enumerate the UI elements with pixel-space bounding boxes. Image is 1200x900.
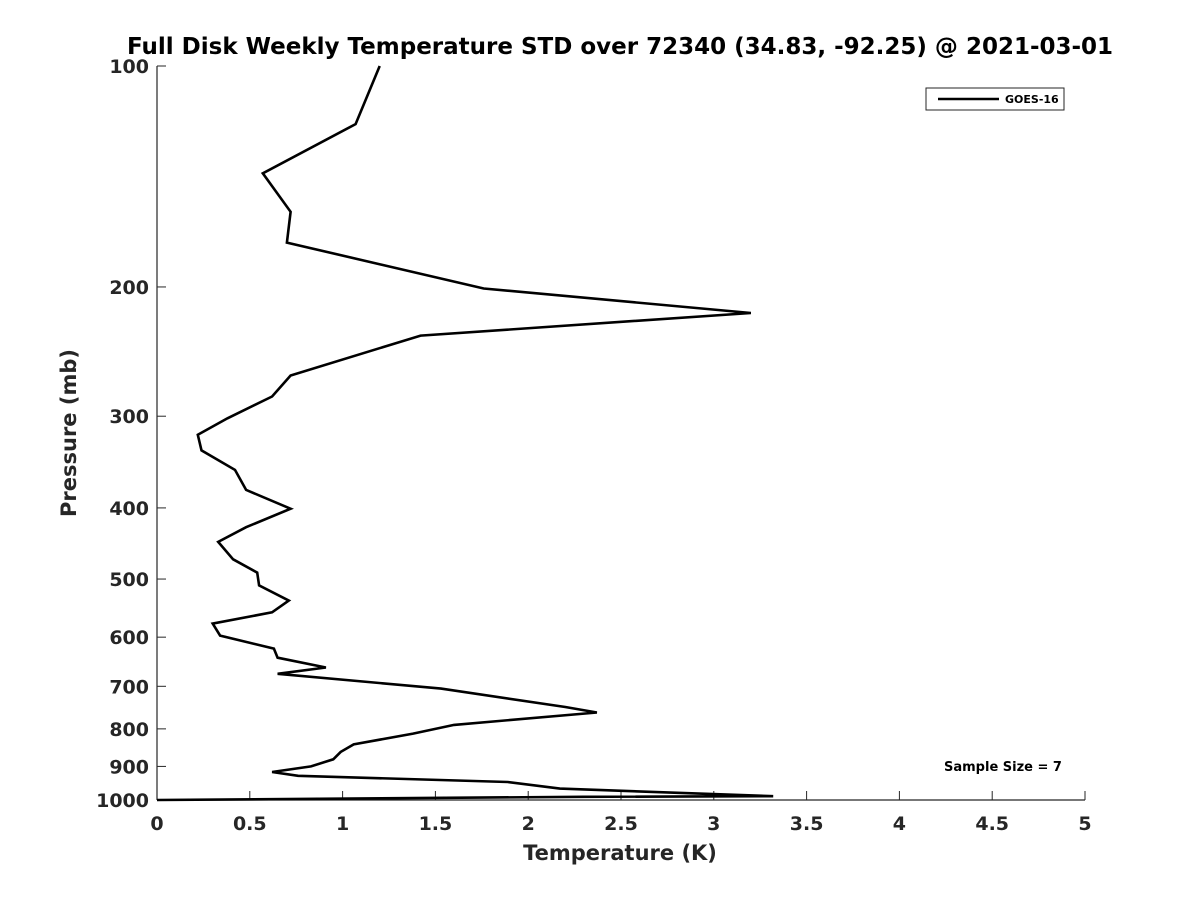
x-axis-ticks: 0 0.5 1 1.5 2 2.5 3 3.5 4 4.5 5	[150, 791, 1092, 835]
series-layer	[156, 65, 774, 802]
legend-label-goes-16: GOES-16	[1005, 93, 1059, 106]
sample-size-annotation: Sample Size = 7	[944, 760, 1062, 775]
chart-title: Full Disk Weekly Temperature STD over 72…	[127, 34, 1113, 60]
y-tick-label: 800	[109, 719, 149, 741]
y-tick-label: 200	[109, 277, 149, 299]
y-tick-label: 900	[109, 756, 149, 778]
y-tick-label: 500	[109, 569, 149, 591]
y-tick-label: 300	[109, 406, 149, 428]
y-tick-label: 1000	[96, 790, 149, 812]
y-axis-label: Pressure (mb)	[57, 349, 81, 517]
x-tick-label: 0.5	[233, 813, 267, 835]
series-line-goes-16	[156, 65, 774, 802]
x-tick-label: 3	[707, 813, 720, 835]
x-tick-label: 0	[150, 813, 163, 835]
x-tick-label: 1	[336, 813, 349, 835]
x-tick-label: 1.5	[419, 813, 453, 835]
x-axis-label: Temperature (K)	[523, 841, 717, 865]
y-tick-label: 600	[109, 627, 149, 649]
legend: GOES-16	[925, 87, 1065, 111]
y-axis-ticks: 100 200 300 400 500 600 700 800 900 1000	[96, 56, 166, 812]
x-tick-label: 3.5	[790, 813, 824, 835]
y-tick-label: 700	[109, 676, 149, 698]
x-tick-label: 4.5	[975, 813, 1009, 835]
x-tick-label: 5	[1078, 813, 1091, 835]
x-tick-label: 2	[522, 813, 535, 835]
x-tick-label: 2.5	[604, 813, 638, 835]
plot-area	[156, 66, 1085, 801]
x-tick-label: 4	[893, 813, 906, 835]
y-tick-label: 100	[109, 56, 149, 78]
y-tick-label: 400	[109, 498, 149, 520]
